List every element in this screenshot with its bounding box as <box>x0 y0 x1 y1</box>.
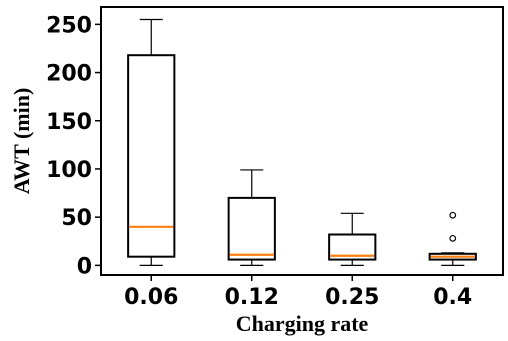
x-axis: 0.06 0.12 0.25 0.4 <box>124 275 472 310</box>
x-axis-title: Charging rate <box>236 311 369 336</box>
box-0.4 <box>428 211 477 266</box>
x-tick-label: 0.12 <box>225 285 279 310</box>
box-0.12 <box>227 169 276 266</box>
x-tick-label: 0.4 <box>433 285 472 310</box>
box-0.06 <box>127 18 176 266</box>
box-0.25 <box>328 212 377 266</box>
y-axis: 0 50 100 150 200 250 <box>46 13 101 279</box>
y-tick-label: 200 <box>46 62 92 87</box>
x-tick-label: 0.25 <box>325 285 379 310</box>
y-tick-label: 250 <box>46 13 92 38</box>
iqr-box <box>227 196 276 261</box>
iqr-box <box>127 54 176 258</box>
x-tick-label: 0.06 <box>124 285 178 310</box>
y-tick-label: 150 <box>46 110 92 135</box>
outlier-point <box>449 211 457 219</box>
y-tick-label: 100 <box>46 158 92 183</box>
outlier-point <box>449 234 457 242</box>
y-tick-label: 0 <box>77 254 92 279</box>
plot-frame <box>100 6 504 276</box>
y-axis-title: AWT (min) <box>9 88 34 195</box>
y-tick-label: 50 <box>61 206 92 231</box>
boxes <box>127 18 477 266</box>
